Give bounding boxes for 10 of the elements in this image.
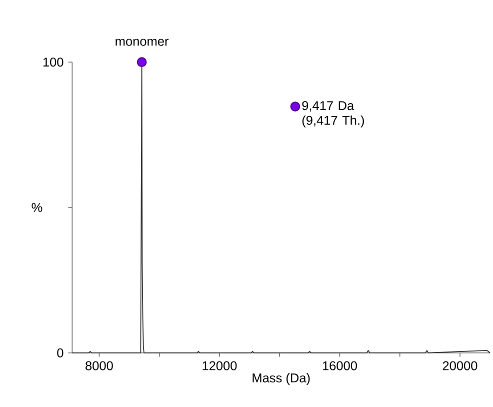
y-tick-label: 100 <box>43 58 64 67</box>
x-tick-label: 8000 <box>86 361 113 370</box>
annotation: monomer <box>116 38 169 46</box>
y-axis-title: % <box>32 202 42 212</box>
legend-label: 9,417 Da (9,417 Th.) <box>302 101 364 128</box>
x-tick-label: 20000 <box>442 361 478 370</box>
x-axis-title: Mass (Da) <box>252 373 310 385</box>
x-tick-label: 16000 <box>322 361 357 370</box>
y-tick-label: 0 <box>57 348 64 358</box>
x-tick-label: 12000 <box>202 361 237 370</box>
